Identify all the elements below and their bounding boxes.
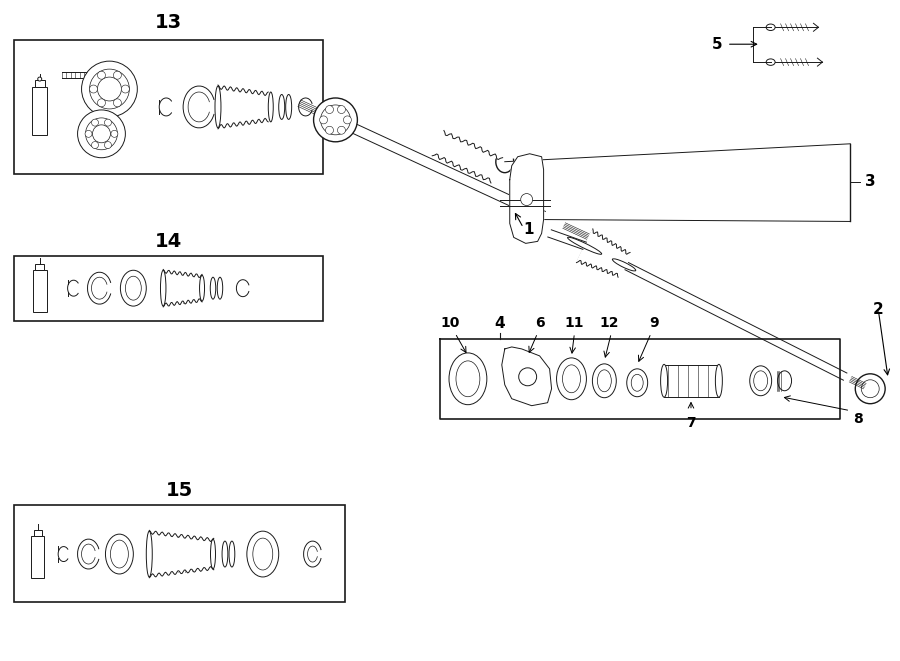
Ellipse shape	[211, 277, 216, 299]
Text: 12: 12	[599, 316, 619, 330]
Ellipse shape	[592, 364, 617, 398]
Ellipse shape	[456, 361, 480, 397]
Ellipse shape	[750, 366, 771, 396]
Circle shape	[92, 119, 98, 126]
Polygon shape	[502, 347, 552, 406]
Ellipse shape	[568, 237, 602, 254]
Ellipse shape	[247, 531, 279, 577]
Bar	[33, 529, 42, 536]
Ellipse shape	[612, 259, 635, 271]
Ellipse shape	[766, 24, 775, 30]
Circle shape	[326, 126, 334, 134]
Ellipse shape	[211, 539, 215, 569]
Ellipse shape	[598, 370, 611, 392]
Ellipse shape	[631, 374, 644, 391]
Circle shape	[326, 106, 334, 114]
Polygon shape	[577, 229, 630, 277]
Circle shape	[97, 99, 105, 107]
Ellipse shape	[111, 540, 129, 568]
Bar	[32, 270, 47, 312]
Ellipse shape	[285, 95, 292, 120]
Text: 5: 5	[712, 37, 722, 52]
Circle shape	[77, 110, 125, 158]
Circle shape	[338, 106, 346, 114]
Circle shape	[104, 119, 112, 126]
Ellipse shape	[268, 92, 274, 122]
Circle shape	[518, 368, 536, 386]
Circle shape	[113, 71, 122, 79]
Ellipse shape	[661, 364, 668, 397]
Circle shape	[855, 374, 886, 404]
Ellipse shape	[556, 358, 587, 400]
Bar	[35, 264, 44, 270]
Circle shape	[111, 130, 118, 137]
Bar	[14, 505, 346, 602]
Ellipse shape	[160, 270, 166, 306]
Circle shape	[344, 116, 351, 124]
Circle shape	[85, 130, 92, 137]
Ellipse shape	[253, 538, 273, 570]
Text: 2: 2	[873, 301, 884, 317]
Circle shape	[320, 105, 350, 135]
Circle shape	[82, 61, 138, 117]
Circle shape	[122, 85, 130, 93]
Bar	[14, 40, 322, 174]
Text: 4: 4	[494, 315, 505, 330]
Circle shape	[89, 69, 130, 109]
Circle shape	[89, 85, 97, 93]
Text: 6: 6	[535, 316, 544, 330]
Text: 3: 3	[865, 174, 876, 189]
Text: 13: 13	[155, 13, 182, 32]
Ellipse shape	[753, 371, 768, 391]
Polygon shape	[509, 154, 544, 243]
Circle shape	[86, 118, 117, 150]
Bar	[32, 536, 44, 578]
Circle shape	[113, 99, 122, 107]
Text: 14: 14	[155, 232, 182, 251]
Ellipse shape	[766, 59, 775, 65]
Circle shape	[97, 77, 122, 101]
Text: 11: 11	[564, 316, 584, 330]
Circle shape	[92, 141, 98, 149]
Circle shape	[97, 71, 105, 79]
Ellipse shape	[449, 353, 487, 405]
Text: 7: 7	[686, 416, 696, 430]
Bar	[35, 80, 45, 87]
Ellipse shape	[778, 371, 792, 391]
Circle shape	[320, 116, 328, 124]
Circle shape	[104, 141, 112, 149]
Text: 8: 8	[853, 412, 863, 426]
Ellipse shape	[200, 275, 204, 301]
Ellipse shape	[215, 86, 221, 128]
Text: 1: 1	[523, 222, 534, 237]
Polygon shape	[432, 130, 503, 183]
Ellipse shape	[279, 95, 284, 120]
Circle shape	[93, 125, 111, 143]
Ellipse shape	[716, 364, 723, 397]
Text: 10: 10	[440, 316, 460, 330]
Ellipse shape	[147, 531, 152, 577]
Circle shape	[521, 194, 533, 206]
Ellipse shape	[217, 277, 222, 299]
Ellipse shape	[229, 541, 235, 567]
Ellipse shape	[626, 369, 648, 397]
Circle shape	[861, 380, 879, 398]
Text: 9: 9	[649, 316, 659, 330]
Ellipse shape	[562, 365, 580, 393]
Ellipse shape	[121, 270, 147, 306]
Bar	[14, 256, 322, 321]
Bar	[32, 87, 47, 135]
Circle shape	[338, 126, 346, 134]
Ellipse shape	[222, 541, 228, 567]
Text: 15: 15	[166, 481, 193, 500]
Ellipse shape	[38, 77, 41, 81]
Ellipse shape	[125, 276, 141, 300]
Ellipse shape	[105, 534, 133, 574]
Polygon shape	[440, 339, 841, 418]
Circle shape	[313, 98, 357, 142]
